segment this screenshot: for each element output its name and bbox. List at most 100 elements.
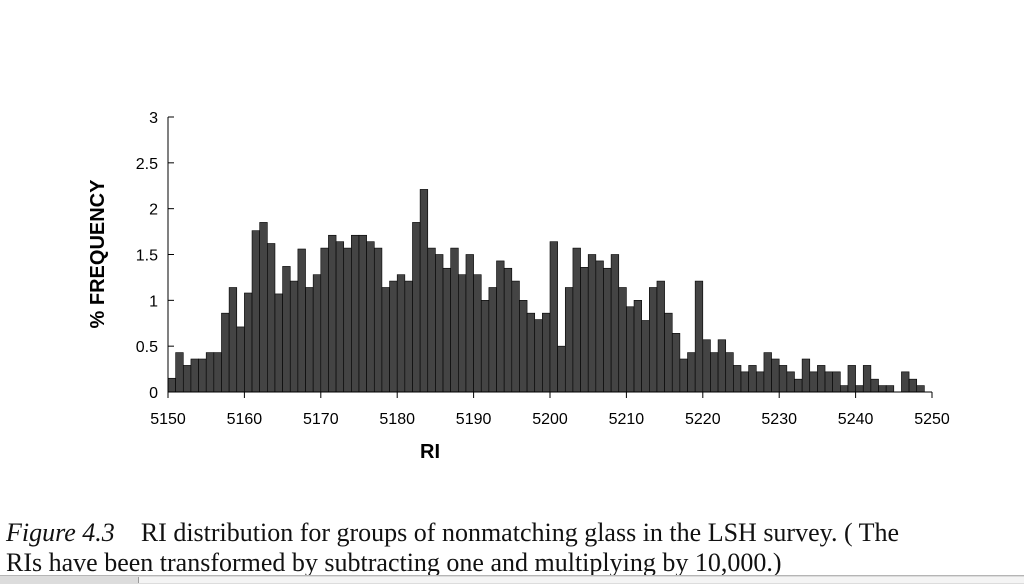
bar-5236 bbox=[824, 371, 833, 393]
bar-5179 bbox=[389, 280, 398, 393]
caption-line-2: RIs have been transformed by subtracting… bbox=[6, 548, 782, 577]
plot-area: 0 0.5 1 1.5 2 2.5 3 5150 5160 5170 5180 5190 5200 52… bbox=[136, 110, 950, 428]
histogram-bars bbox=[167, 189, 925, 393]
bar-5178 bbox=[381, 287, 390, 393]
caption-text-1: RI distribution for groups of nonmatchin… bbox=[140, 518, 900, 547]
x-ticks: 5150 5160 5170 5180 5190 5200 5210 5220 5230 5240… bbox=[150, 392, 950, 428]
bar-5220 bbox=[702, 339, 711, 393]
bar-5169 bbox=[312, 274, 322, 393]
bar-5156 bbox=[213, 352, 222, 393]
bar-5158 bbox=[228, 287, 238, 393]
bar-5232 bbox=[794, 378, 803, 393]
bar-5180 bbox=[396, 274, 406, 393]
caption-figure-label: Figure 4.3 bbox=[6, 518, 115, 547]
x-axis-label: RI bbox=[420, 441, 440, 463]
bar-5183 bbox=[419, 189, 429, 393]
bar-5194 bbox=[503, 267, 513, 393]
bar-5157 bbox=[221, 312, 230, 393]
bar-5226 bbox=[748, 365, 757, 393]
bar-5168 bbox=[305, 287, 314, 393]
bar-5196 bbox=[519, 300, 528, 393]
bar-5217 bbox=[679, 358, 688, 393]
bar-5237 bbox=[832, 371, 841, 393]
bar-5206 bbox=[595, 260, 604, 393]
horizontal-ruler bbox=[138, 577, 1024, 583]
figure-caption: Figure 4.3 RI distribution for groups of … bbox=[6, 518, 1024, 578]
bar-5188 bbox=[458, 274, 467, 393]
x-tick-label: 5180 bbox=[379, 411, 415, 428]
bar-5191 bbox=[480, 300, 490, 393]
bar-5211 bbox=[633, 300, 642, 393]
bar-5240 bbox=[855, 385, 864, 393]
bar-5153 bbox=[190, 358, 199, 393]
bar-5171 bbox=[328, 234, 337, 393]
bar-5231 bbox=[786, 371, 795, 393]
y-tick-label: 2 bbox=[149, 202, 158, 219]
bar-5181 bbox=[404, 280, 413, 393]
bar-5203 bbox=[572, 247, 581, 393]
x-tick-label: 5160 bbox=[227, 411, 263, 428]
bar-5186 bbox=[442, 267, 451, 393]
y-ticks: 0 0.5 1 1.5 2 2.5 3 bbox=[136, 110, 174, 402]
bar-5184 bbox=[427, 247, 436, 393]
bar-5189 bbox=[465, 254, 474, 393]
y-tick-label: 3 bbox=[149, 110, 158, 127]
bar-5199 bbox=[542, 312, 551, 393]
histogram-chart: 0 0.5 1 1.5 2 2.5 3 5150 5160 5170 5180 5190 5200 52… bbox=[87, 110, 950, 463]
bar-5225 bbox=[740, 371, 749, 393]
bar-5248 bbox=[916, 385, 925, 393]
bar-5164 bbox=[274, 293, 283, 393]
bar-5163 bbox=[267, 243, 276, 393]
bar-5230 bbox=[778, 365, 788, 393]
bar-5197 bbox=[526, 312, 536, 393]
y-tick-label: 1.5 bbox=[136, 248, 158, 265]
y-tick-label: 1 bbox=[149, 293, 158, 310]
bar-5159 bbox=[236, 326, 245, 393]
x-tick-label: 5210 bbox=[609, 411, 645, 428]
bar-5221 bbox=[710, 352, 719, 393]
y-tick-label: 2.5 bbox=[136, 156, 158, 173]
bar-5167 bbox=[297, 248, 306, 393]
bar-5209 bbox=[618, 287, 627, 393]
bar-5207 bbox=[603, 267, 612, 393]
bar-5219 bbox=[694, 280, 704, 393]
bar-5233 bbox=[801, 358, 811, 393]
bar-5223 bbox=[725, 352, 734, 393]
bar-5190 bbox=[473, 274, 482, 393]
bar-5185 bbox=[435, 254, 444, 393]
x-tick-label: 5240 bbox=[838, 411, 874, 428]
y-axis-label: % FREQUENCY bbox=[87, 179, 109, 329]
bar-5213 bbox=[649, 287, 658, 393]
bar-5160 bbox=[244, 292, 253, 393]
bar-5235 bbox=[817, 365, 826, 393]
x-tick-label: 5150 bbox=[150, 411, 186, 428]
bar-5172 bbox=[335, 241, 345, 393]
bar-5200 bbox=[549, 241, 558, 393]
bar-5214 bbox=[656, 280, 665, 393]
bar-5222 bbox=[717, 339, 727, 393]
bar-5212 bbox=[641, 320, 650, 393]
bar-5162 bbox=[259, 222, 268, 393]
y-tick-label: 0 bbox=[149, 385, 158, 402]
bar-5227 bbox=[755, 371, 765, 393]
bar-5241 bbox=[862, 365, 872, 393]
bar-5177 bbox=[373, 247, 383, 393]
bar-5234 bbox=[809, 371, 818, 393]
bar-5208 bbox=[610, 254, 620, 393]
bar-5202 bbox=[564, 287, 574, 393]
bar-5218 bbox=[687, 352, 696, 393]
bar-5198 bbox=[534, 319, 543, 393]
bar-5228 bbox=[763, 352, 772, 393]
bar-5193 bbox=[496, 260, 505, 393]
caption-line-1: Figure 4.3 RI distribution for groups of … bbox=[6, 518, 1024, 548]
bar-5150 bbox=[167, 377, 176, 393]
bar-5173 bbox=[343, 247, 352, 393]
bar-5204 bbox=[580, 267, 589, 393]
bar-5215 bbox=[664, 312, 673, 393]
bar-5246 bbox=[901, 371, 910, 393]
x-tick-label: 5250 bbox=[914, 411, 950, 428]
bar-5201 bbox=[557, 345, 566, 393]
bar-5238 bbox=[840, 385, 849, 393]
bar-5166 bbox=[289, 280, 299, 393]
bar-5175 bbox=[358, 234, 367, 393]
